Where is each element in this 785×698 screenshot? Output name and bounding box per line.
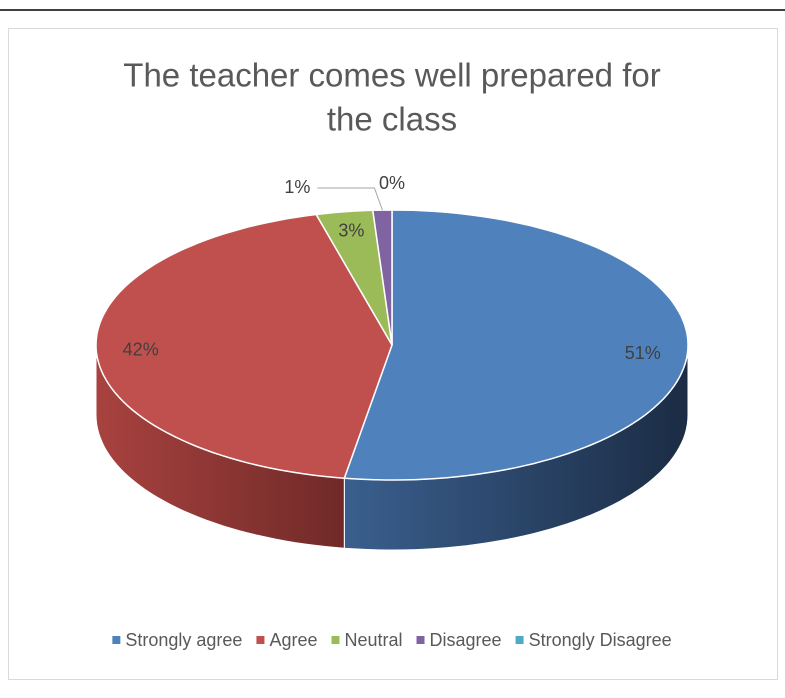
legend-label: Neutral	[344, 630, 402, 650]
legend-swatch	[112, 636, 121, 644]
legend-label: Strongly Disagree	[529, 630, 672, 650]
data-label: 1%	[284, 177, 310, 197]
chart-title: the class	[327, 101, 457, 138]
data-label: 0%	[379, 173, 405, 193]
slice	[343, 209, 689, 481]
slice	[314, 209, 393, 346]
legend-swatch	[515, 636, 524, 644]
data-label: 3%	[338, 221, 364, 241]
legend-label: Agree	[269, 630, 317, 650]
legend-swatch	[256, 636, 265, 644]
legend-label: Strongly agree	[125, 630, 242, 650]
legend-swatch	[416, 636, 425, 644]
leader-line	[317, 187, 383, 211]
data-label: 42%	[123, 339, 159, 359]
legend-label: Disagree	[430, 630, 502, 650]
legend-swatch	[331, 636, 340, 644]
chart-title: The teacher comes well prepared for	[123, 57, 660, 94]
slice	[371, 209, 393, 346]
data-label: 51%	[625, 343, 661, 363]
slice	[95, 213, 393, 479]
